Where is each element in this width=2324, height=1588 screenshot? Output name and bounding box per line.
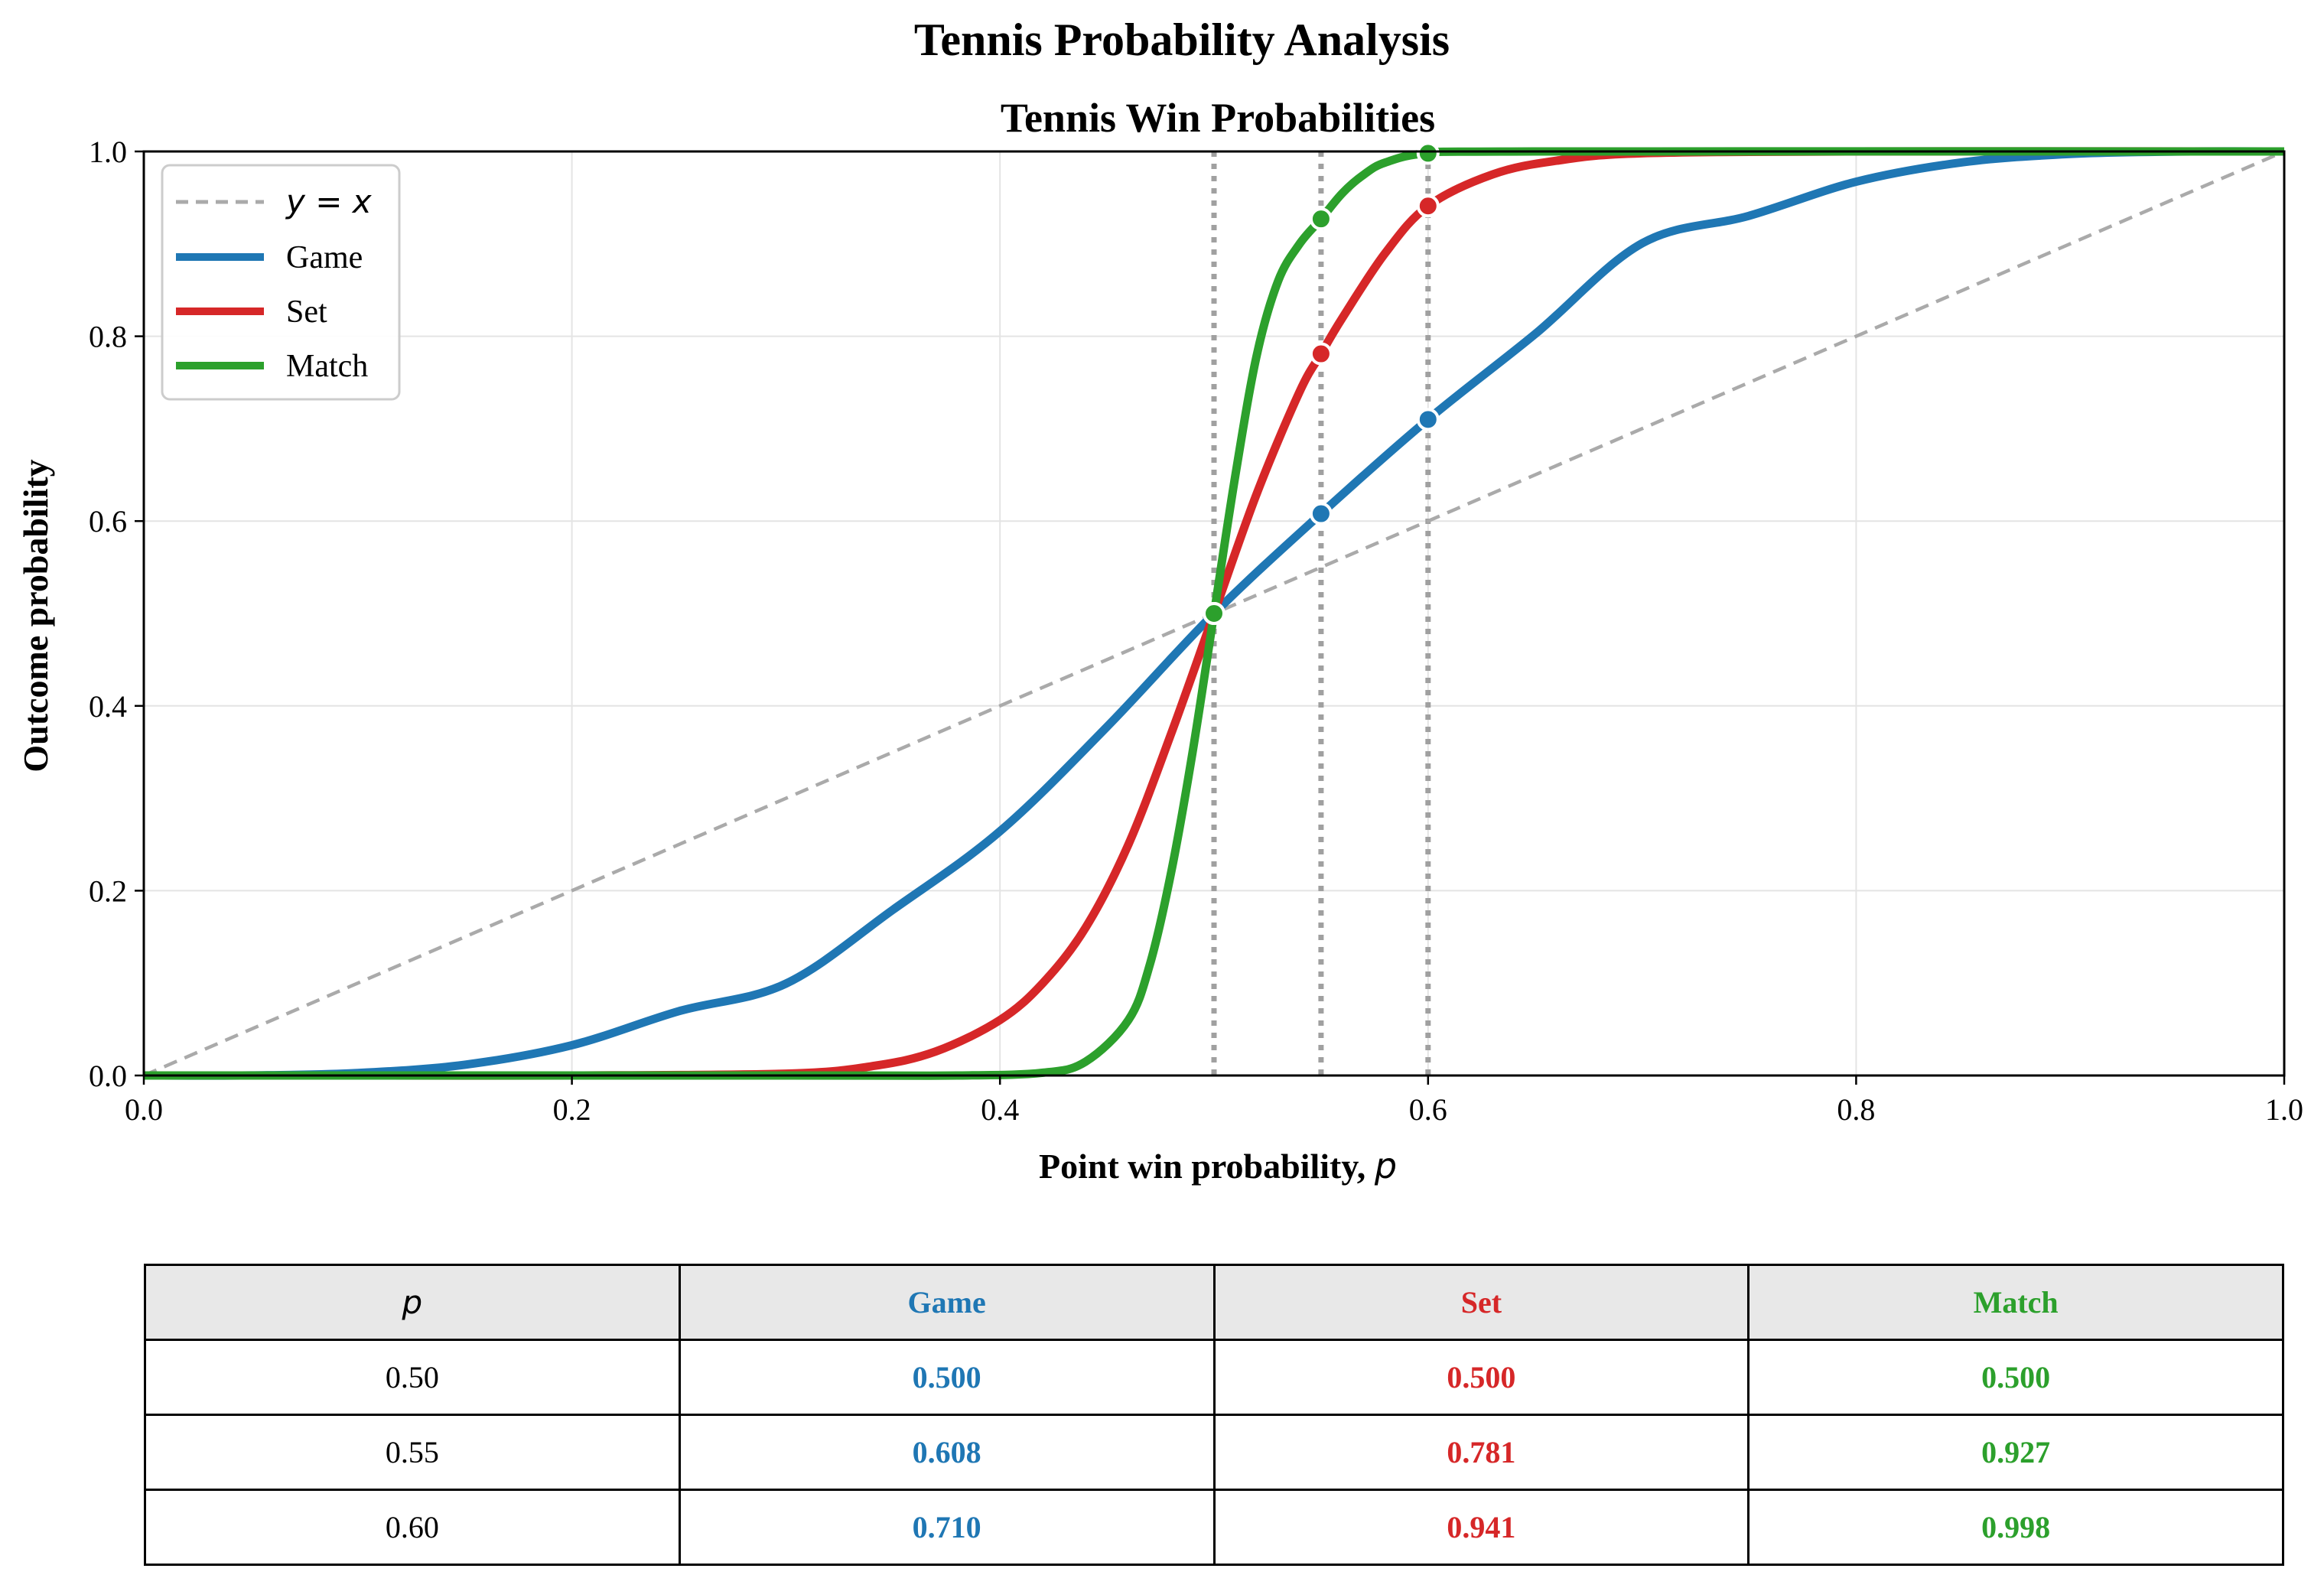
table-header-game: Game [678,1264,1216,1341]
marker-point-set [1309,342,1333,366]
table-row: 0.55 0.608 0.781 0.927 [144,1414,2284,1491]
vertical-markers [1211,151,1431,1075]
table-cell-game: 0.500 [678,1339,1216,1416]
y-axis-label: Outcome probability [16,459,55,772]
table-row: 0.50 0.500 0.500 0.500 [144,1339,2284,1416]
marker-point-set [1416,194,1440,218]
x-tick-label: 0.4 [981,1092,1019,1127]
marker-point-match [1416,142,1440,165]
x-axis-label: Point win probability, p [1039,1145,1397,1186]
legend-label-game: Game [286,240,363,275]
y-tick-label: 1.0 [89,135,127,169]
table-header-row: p Game Set Match [144,1264,2284,1341]
table-cell-set: 0.941 [1212,1489,1750,1566]
plot-area [142,142,2286,1080]
y-tick-label: 0.0 [89,1059,127,1093]
table-cell-match: 0.500 [1747,1339,2284,1416]
series-markers [1203,142,1440,625]
legend-label-set: Set [286,294,327,330]
table-row: 0.60 0.710 0.941 0.998 [144,1489,2284,1566]
marker-point-game [1309,502,1333,526]
figure-title: Tennis Probability Analysis [914,15,1450,65]
x-tick-label: 0.0 [125,1092,163,1127]
table-cell-p: 0.50 [144,1339,681,1416]
legend-label-reference: y = x [285,183,373,220]
summary-table: p Game Set Match 0.50 0.500 0.500 0.500 … [144,1264,2284,1566]
y-tick-label: 0.4 [89,689,127,724]
table-cell-match: 0.998 [1747,1489,2284,1566]
table-cell-p: 0.60 [144,1489,681,1566]
table-cell-game: 0.608 [678,1414,1216,1491]
x-axis-label-symbol: p [1374,1145,1397,1186]
legend-box [161,164,401,401]
marker-point-match [1309,207,1333,231]
legend: y = x Game Set Match [161,164,401,401]
chart-title: Tennis Win Probabilities [1001,95,1435,141]
marker-point-match [1203,602,1225,625]
legend-label-match: Match [286,349,368,384]
plot-frame [142,150,2286,1077]
x-tick-label: 0.8 [1837,1092,1875,1127]
y-tick-label: 0.2 [89,874,127,908]
table-cell-set: 0.781 [1212,1414,1750,1491]
table-cell-match: 0.927 [1747,1414,2284,1491]
table-header-match: Match [1747,1264,2284,1341]
x-tick-label: 0.6 [1409,1092,1447,1127]
table-cell-game: 0.710 [678,1489,1216,1566]
x-axis-ticks: 0.0 0.2 0.4 0.6 0.8 1.0 [125,1075,2303,1127]
y-tick-label: 0.6 [89,504,127,539]
y-tick-label: 0.8 [89,320,127,354]
marker-point-game [1416,408,1440,431]
table-header-set: Set [1212,1264,1750,1341]
table-cell-set: 0.500 [1212,1339,1750,1416]
x-axis-label-text: Point win probability, [1039,1147,1375,1186]
table-header-p: p [144,1264,681,1341]
table-cell-p: 0.55 [144,1414,681,1491]
x-tick-label: 1.0 [2265,1092,2303,1127]
y-axis-ticks: 0.0 0.2 0.4 0.6 0.8 1.0 [89,135,144,1093]
x-tick-label: 0.2 [553,1092,591,1127]
